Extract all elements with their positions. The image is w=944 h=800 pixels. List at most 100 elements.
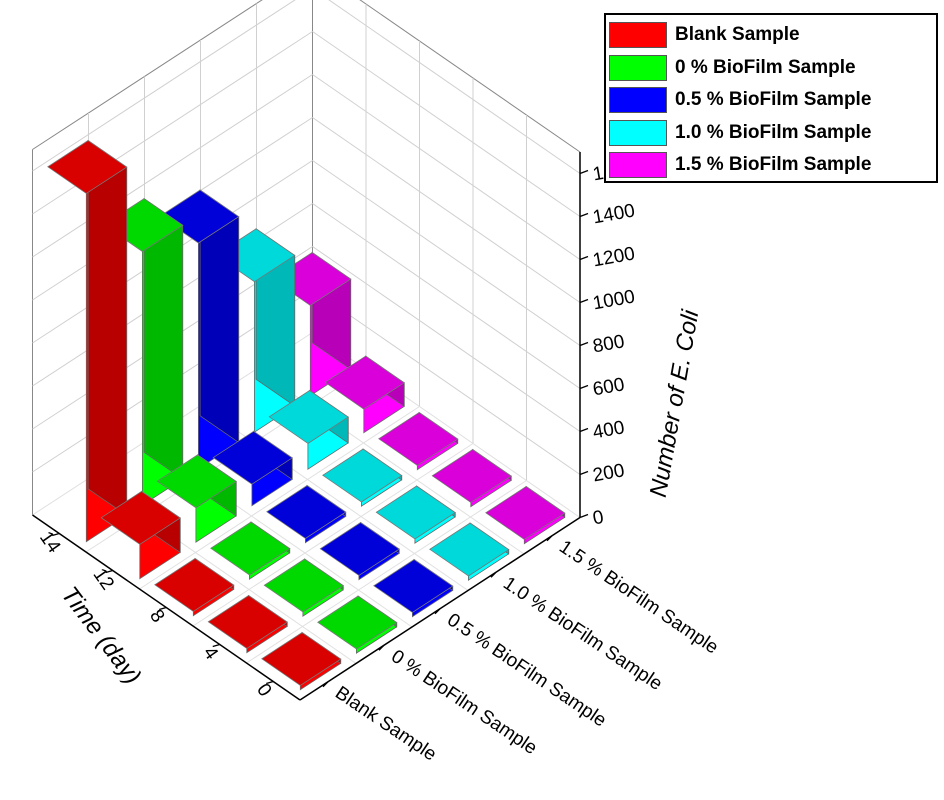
bar-face-top	[47, 140, 128, 194]
legend-swatch	[609, 54, 667, 81]
z-tick	[579, 341, 589, 347]
bar-0-4	[47, 139, 128, 543]
bar-0-1	[207, 594, 288, 654]
bar-face-top	[263, 558, 344, 613]
grid-line	[32, 31, 313, 215]
bar-4-0	[485, 485, 566, 545]
y-tick-label: 4	[199, 643, 223, 664]
grid-line	[312, 203, 581, 389]
z-tick	[579, 212, 589, 218]
bar-3-3	[268, 389, 349, 470]
x-tick	[546, 535, 553, 542]
x-tick	[434, 608, 441, 615]
wall-edge	[32, 0, 263, 150]
z-tick	[579, 513, 589, 519]
z-tick-label: 600	[591, 374, 626, 400]
x-tick	[490, 571, 497, 578]
grid-line	[312, 289, 581, 475]
bar-face-top	[261, 632, 342, 686]
bar-face-top	[322, 448, 403, 503]
x-tick	[378, 644, 385, 651]
y-tick-label: 12	[89, 565, 118, 594]
bar-face-top	[210, 521, 291, 576]
bar-0-0	[261, 631, 342, 691]
z-tick-label: 1000	[591, 286, 636, 314]
z-tick-label: 200	[591, 460, 626, 486]
y-tick	[105, 569, 113, 574]
bar-face-side	[87, 139, 128, 517]
bar-face-top	[373, 559, 454, 613]
z-tick	[579, 470, 589, 476]
bar-face-top	[212, 430, 293, 485]
bar-face-top	[207, 595, 288, 649]
grid-line	[32, 74, 313, 258]
bar-face-top	[429, 522, 510, 577]
bar-3-1	[375, 485, 456, 544]
z-tick	[579, 255, 589, 261]
y-tick	[159, 606, 167, 611]
z-tick-label: 1400	[591, 200, 636, 228]
y-tick-label: 14	[35, 528, 65, 558]
bar-layer	[47, 139, 566, 691]
legend-label: Blank Sample	[675, 24, 800, 46]
bar-1-3	[156, 454, 237, 543]
bar-1-1	[263, 558, 344, 617]
bar-face-top	[485, 486, 566, 540]
legend-item: Blank Sample	[606, 19, 936, 52]
z-tick	[579, 169, 589, 175]
legend-swatch	[609, 152, 667, 179]
z-tick-label: 1200	[591, 243, 636, 271]
bar-face-top	[156, 454, 237, 509]
legend-item: 0 % BioFilm Sample	[606, 52, 936, 85]
legend-label: 1.5 % BioFilm Sample	[675, 154, 872, 176]
bar-face-top	[266, 485, 347, 539]
bar-face-top	[431, 449, 512, 503]
bar-4-1	[431, 448, 512, 508]
bar-4-2	[378, 411, 459, 471]
grid-line	[312, 246, 581, 432]
x-tick-label: Blank Sample	[331, 682, 440, 765]
bar-2-0	[373, 558, 454, 618]
bar-face-top	[317, 595, 398, 650]
legend-item: 0.5 % BioFilm Sample	[606, 84, 936, 117]
bar-face-top	[268, 390, 349, 444]
x-tick	[322, 681, 329, 688]
wall-edge	[359, 0, 581, 153]
z-tick	[579, 298, 589, 304]
bar-4-3	[324, 355, 405, 434]
legend-label: 1.0 % BioFilm Sample	[675, 121, 872, 143]
y-axis-title: Time (day)	[56, 582, 146, 690]
floor-grid-line	[246, 480, 527, 664]
y-tick	[212, 643, 220, 648]
y-tick	[266, 680, 274, 685]
floor-grid-line	[200, 405, 469, 591]
floor-grid-line	[192, 443, 474, 627]
grid-line	[328, 0, 581, 174]
bar-face-top	[324, 355, 405, 410]
bar-face-top	[154, 558, 235, 612]
grid-line	[312, 31, 581, 217]
legend-label: 0 % BioFilm Sample	[675, 56, 856, 78]
y-tick-label: 0	[252, 680, 275, 701]
bar-0-2	[154, 557, 235, 617]
y-tick-label: 8	[145, 606, 168, 627]
legend-label: 0.5 % BioFilm Sample	[675, 89, 872, 111]
bar-face-top	[375, 485, 456, 540]
grid-line	[312, 74, 581, 260]
bar-0-3	[100, 490, 181, 580]
legend-swatch	[609, 87, 667, 114]
bar-face-top	[378, 412, 459, 466]
bar-2-1	[319, 521, 400, 581]
floor-grid-line	[139, 406, 420, 590]
grid-line	[312, 117, 581, 303]
bar-2-3	[212, 430, 293, 507]
bar-3-0	[429, 522, 510, 581]
legend-item: 1.0 % BioFilm Sample	[606, 117, 936, 150]
bar-1-0	[317, 595, 398, 654]
bar-face-top	[100, 490, 181, 545]
bar-1-2	[210, 521, 291, 580]
z-tick	[579, 427, 589, 433]
bar-2-2	[266, 484, 347, 544]
z-tick	[579, 384, 589, 390]
